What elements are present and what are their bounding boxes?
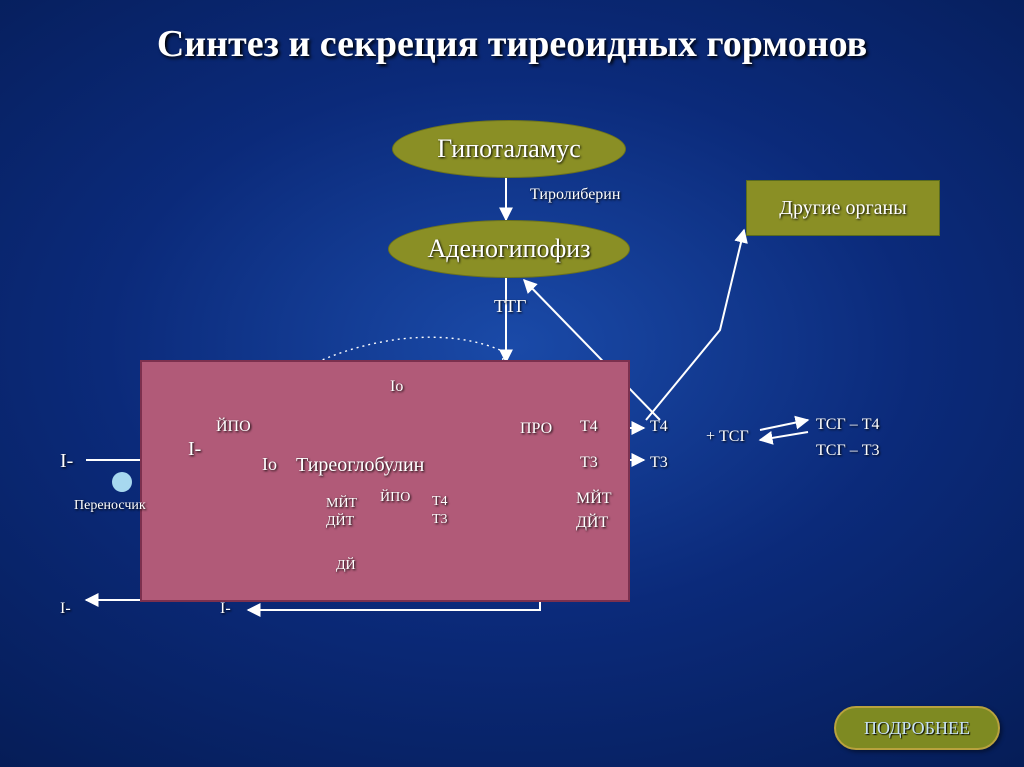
label-tg: Тиреоглобулин <box>296 454 424 477</box>
label-pro: ПРО <box>520 420 552 438</box>
label-tsg_t3: ТСГ – Т3 <box>816 442 879 460</box>
label-mit2: МЙТ <box>576 490 612 508</box>
label-carrier: Переносчик <box>74 498 146 514</box>
label-t3a: Т3 <box>580 454 598 472</box>
adenohypophysis-node: Аденогипофиз <box>388 220 630 278</box>
label-t4b: Т4 <box>650 418 668 436</box>
label-dit2: ДЙТ <box>576 514 608 532</box>
label-i_b1: I- <box>60 600 71 618</box>
other-organs-node: Другие органы <box>746 180 940 236</box>
page-title: Синтез и секреция тиреоидных гормонов <box>0 22 1024 66</box>
label-i_b2: I- <box>220 600 231 618</box>
label-ipo2: ЙПО <box>380 490 410 506</box>
label-t4s: Т4 <box>432 494 448 510</box>
label-ttg: ТТГ <box>494 296 526 317</box>
label-tsg_t4: ТСГ – Т4 <box>816 416 879 434</box>
label-dy: ДЙ <box>336 558 356 574</box>
label-t3s: Т3 <box>432 512 448 528</box>
hypothalamus-label: Гипоталамус <box>437 134 580 164</box>
carrier-marker <box>112 472 132 492</box>
label-plus_tsg: + ТСГ <box>706 428 749 446</box>
label-tiroliberin: Тиролиберин <box>530 186 620 204</box>
label-i_in: I- <box>188 438 201 461</box>
label-ipo: ЙПО <box>216 418 251 436</box>
more-button-label: ПОДРОБНЕЕ <box>864 718 970 739</box>
more-button[interactable]: ПОДРОБНЕЕ <box>834 706 1000 750</box>
label-io_mid: Io <box>262 454 277 475</box>
thyroid-cell-box <box>140 360 630 602</box>
label-io_top: Io <box>390 378 403 396</box>
hypothalamus-node: Гипоталамус <box>392 120 626 178</box>
label-dit1: ДЙТ <box>326 514 354 530</box>
diagram-stage: Синтез и секреция тиреоидных гормонов Ги… <box>0 0 1024 767</box>
label-t4a: Т4 <box>580 418 598 436</box>
other-organs-label: Другие органы <box>779 197 906 220</box>
adenohypophysis-label: Аденогипофиз <box>428 234 591 264</box>
label-t3b: Т3 <box>650 454 668 472</box>
label-mit1: МЙТ <box>326 496 357 512</box>
label-i_left: I- <box>60 450 73 473</box>
